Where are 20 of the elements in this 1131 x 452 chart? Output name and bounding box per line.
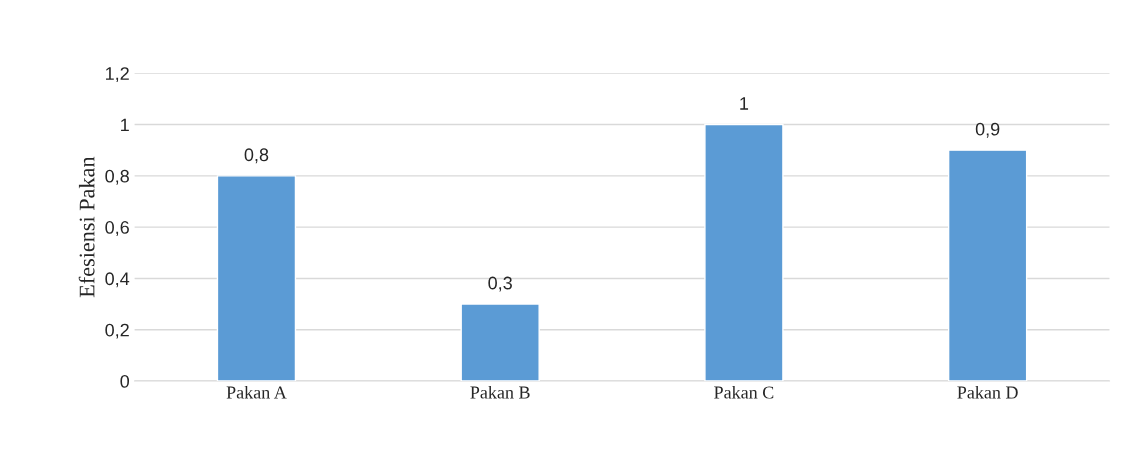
data-label: 0,9 <box>975 122 1000 138</box>
data-label: 0,8 <box>244 148 269 164</box>
y-axis-title: Efesiensi Pakan <box>78 156 95 298</box>
y-tick-label: 0,4 <box>105 272 130 288</box>
bar <box>704 123 784 382</box>
y-tick-label: 0,6 <box>105 221 129 236</box>
x-tick-label: Pakan C <box>714 385 774 399</box>
x-tick-label: Pakan D <box>957 385 1018 399</box>
y-tick-label: 0,8 <box>105 169 129 185</box>
bar <box>947 149 1028 382</box>
y-tick-label: 0 <box>120 374 130 388</box>
y-tick-label: 1 <box>121 118 129 132</box>
y-tick-label: 0,2 <box>105 323 129 339</box>
data-label: 1 <box>740 97 749 110</box>
y-tick-label: 1,2 <box>106 67 129 83</box>
x-tick-label: Pakan B <box>470 385 530 399</box>
bar <box>216 175 297 382</box>
bar <box>460 303 540 382</box>
x-tick-label: Pakan A <box>226 385 287 399</box>
data-label: 0,3 <box>488 276 512 292</box>
